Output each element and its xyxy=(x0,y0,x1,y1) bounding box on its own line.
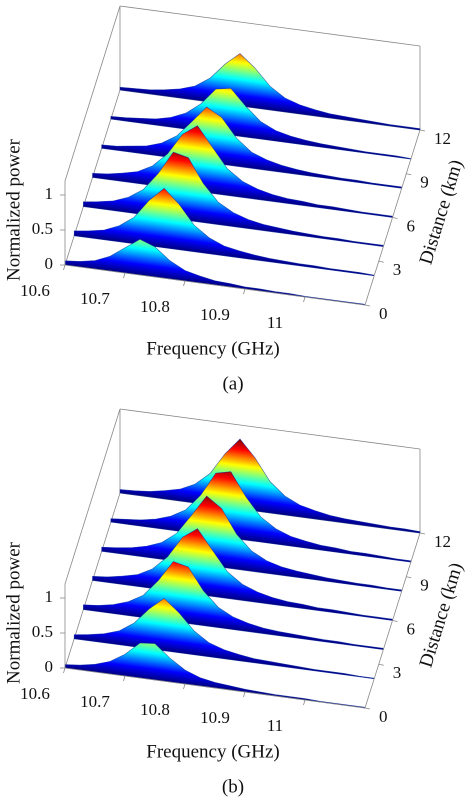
y-tick-label: 0 xyxy=(379,707,388,726)
x-tick-label: 10.9 xyxy=(200,708,230,727)
axis-line xyxy=(64,264,366,306)
z-axis-title: Normalized power xyxy=(3,541,24,684)
x-tick-label: 10.9 xyxy=(200,305,230,324)
trace xyxy=(92,125,393,218)
x-tick xyxy=(123,675,126,682)
z-tick-label: 0.5 xyxy=(32,219,53,238)
trace xyxy=(101,495,402,592)
y-tick xyxy=(364,707,371,710)
trace xyxy=(83,151,384,248)
x-tick xyxy=(303,699,306,706)
x-tick-label: 10.8 xyxy=(140,700,170,719)
y-tick-label: 12 xyxy=(434,532,451,551)
trace xyxy=(110,87,412,160)
x-axis-title: Frequency (GHz) xyxy=(146,338,279,359)
x-tick-label: 11 xyxy=(267,716,283,735)
box-edge xyxy=(119,408,421,450)
y-tick xyxy=(378,260,384,263)
box-edge xyxy=(64,5,121,182)
y-tick-label: 6 xyxy=(407,619,416,638)
axis-line xyxy=(64,667,366,709)
trace xyxy=(110,471,412,563)
y-tick xyxy=(392,217,398,219)
x-tick xyxy=(183,280,186,287)
x-tick-label: 10.7 xyxy=(80,289,110,308)
x-tick-label: 10.7 xyxy=(80,692,110,711)
y-tick-label: 3 xyxy=(393,663,402,682)
y-tick-label: 0 xyxy=(379,304,388,323)
trace xyxy=(92,528,393,621)
caption: (a) xyxy=(222,373,243,394)
x-tick xyxy=(183,683,186,690)
y-tick xyxy=(406,576,412,579)
x-tick xyxy=(63,264,66,271)
y-tick-label: 3 xyxy=(393,260,402,279)
x-tick-label: 10.6 xyxy=(20,281,50,300)
y-tick xyxy=(392,620,398,622)
box-edge xyxy=(64,408,121,585)
trace xyxy=(73,597,375,680)
z-tick-label: 1 xyxy=(45,184,54,203)
trace xyxy=(119,438,421,534)
caption: (b) xyxy=(222,776,244,797)
y-tick-label: 9 xyxy=(420,173,429,192)
trace xyxy=(73,187,375,277)
x-tick xyxy=(243,288,246,295)
trace xyxy=(64,238,366,306)
z-tick-label: 1 xyxy=(45,587,54,606)
y-tick-label: 12 xyxy=(434,129,451,148)
trace xyxy=(83,561,384,651)
y-tick xyxy=(406,173,412,176)
y-tick xyxy=(378,663,384,666)
trace xyxy=(64,642,366,709)
z-tick-label: 0 xyxy=(45,657,54,676)
z-tick-label: 0.5 xyxy=(32,622,53,641)
x-tick-label: 10.6 xyxy=(20,684,50,703)
x-tick xyxy=(243,691,246,698)
z-axis-title: Normalized power xyxy=(3,138,24,281)
trace xyxy=(101,106,402,189)
y-tick xyxy=(419,532,426,535)
x-tick xyxy=(123,272,126,279)
y-tick-label: 9 xyxy=(420,576,429,595)
z-tick-label: 0 xyxy=(45,254,54,273)
y-tick xyxy=(364,304,371,307)
x-tick-label: 10.8 xyxy=(140,297,170,316)
trace xyxy=(119,53,421,131)
y-tick-label: 6 xyxy=(407,216,416,235)
x-tick xyxy=(303,296,306,303)
x-axis-title: Frequency (GHz) xyxy=(146,741,279,762)
y-tick xyxy=(419,129,426,132)
box-edge xyxy=(119,5,421,47)
x-tick xyxy=(63,667,66,674)
x-tick-label: 11 xyxy=(267,313,283,332)
